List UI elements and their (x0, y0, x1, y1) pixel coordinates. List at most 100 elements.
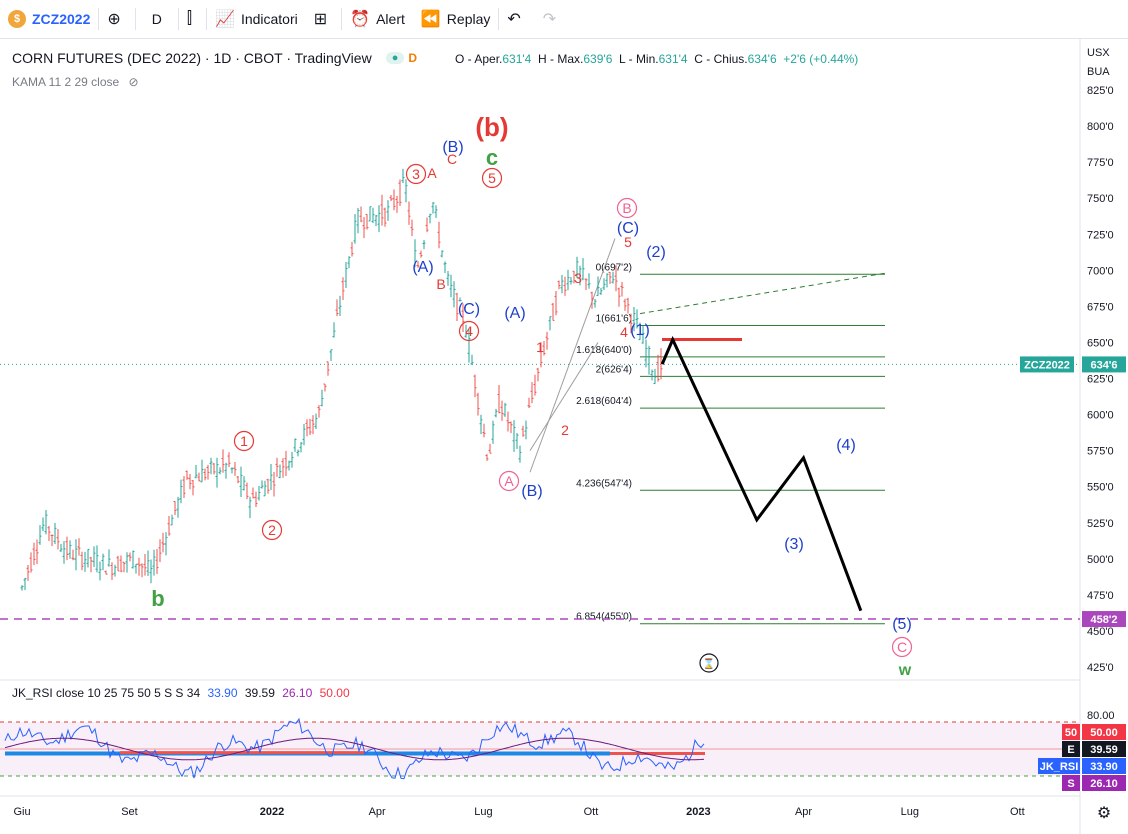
divider (98, 8, 100, 30)
chart-type-button[interactable]: ⫿ (179, 0, 206, 38)
projection-line (660, 335, 863, 612)
wave-circle-2-ring (261, 519, 283, 541)
wave-circle-B: B (622, 200, 631, 216)
price-tick-label: 775'0 (1087, 157, 1114, 169)
rsi-pane: 80.0020.00 (0, 710, 1115, 790)
close-label: C - Chius. (694, 52, 748, 66)
price-axis: 825'0 800'0 775'0 750'0 725'0 700'0 675'0 650'0… (1087, 85, 1114, 674)
hourglass-glyph: ⌛ (703, 657, 715, 670)
wave-label-w-green: w (898, 662, 912, 679)
trendline-dashed (639, 272, 886, 315)
price-tick-label: 575'0 (1087, 446, 1114, 458)
undo-button[interactable]: ↶ (499, 0, 534, 38)
rsi-tag-label-bg (1062, 724, 1080, 740)
divider (177, 8, 179, 30)
time-tick-label: Ott (1010, 806, 1025, 818)
fib-level-label: 2.618(604'4) (576, 396, 632, 407)
symbol-search[interactable]: $ ZCZ2022 (0, 0, 98, 38)
eye-off-icon[interactable]: ⊘ (128, 75, 139, 89)
rsi-value-4: 50.00 (319, 686, 350, 700)
price-tick-label: 550'0 (1087, 482, 1114, 494)
time-tick-label: Apr (795, 806, 812, 818)
fib-level-label: 4.236(547'4) (576, 478, 632, 489)
rsi-tag-value-bg (1082, 775, 1126, 791)
wave-circle-4: 4 (465, 323, 473, 339)
wave-circle-B-ring (616, 197, 638, 219)
time-tick-label: Apr (369, 806, 386, 818)
open-value: 631'4 (502, 52, 532, 66)
wave-circle-4-ring (458, 320, 480, 342)
wave-label-A-paren: (A) (412, 259, 433, 276)
candles-icon: ⫿ (186, 10, 193, 27)
wave-label-1: 1 (536, 339, 544, 355)
redo-button[interactable]: ↷ (535, 0, 570, 38)
time-tick-label: Giu (13, 806, 30, 818)
rsi-value-3: 26.10 (282, 686, 313, 700)
divider (134, 8, 136, 30)
rewind-icon: ⏪ (420, 11, 441, 28)
wave-label-5-paren: (5) (892, 616, 912, 633)
layouts-button[interactable]: ⊞ (306, 0, 341, 38)
compare-button[interactable]: ⊕ (99, 0, 134, 38)
undo-icon: ↶ (507, 11, 521, 28)
wave-circle-5: 5 (488, 170, 496, 186)
time-tick-label: Lug (901, 806, 919, 818)
high-value: 639'6 (583, 52, 613, 66)
level-price-tag: 458'2 (1090, 614, 1117, 626)
wave-circle-A: A (504, 473, 514, 489)
symbol-label: ZCZ2022 (32, 11, 91, 27)
top-toolbar: $ ZCZ2022 ⊕ D ⫿ 📈 Indicatori ⊞ ⏰ Alert ⏪… (0, 0, 1128, 39)
time-tick-label: 2023 (686, 806, 710, 818)
wave-label-B-paren-2: (B) (521, 483, 542, 500)
wave-label-C-paren: (C) (458, 301, 480, 318)
wave-circle-3: 3 (412, 166, 420, 182)
time-tick-label: Ott (584, 806, 599, 818)
wave-label-4-paren: (4) (836, 437, 856, 454)
price-tick-label: 525'0 (1087, 518, 1114, 530)
wave-label-C-paren-2: (C) (617, 220, 639, 237)
rsi-tag-label: E (1067, 744, 1074, 756)
price-tick-label: 725'0 (1087, 229, 1114, 241)
fib-level-label: 1.618(640'0) (576, 345, 632, 356)
channel-line (529, 342, 599, 451)
chart-legend: CORN FUTURES (DEC 2022) · 1D · CBOT · Tr… (12, 50, 417, 66)
indicators-button[interactable]: 📈 Indicatori (207, 0, 306, 38)
wave-label-3-paren: (3) (784, 536, 804, 553)
kama-label: KAMA 11 2 29 close (12, 75, 120, 89)
rsi-value-2: 39.59 (244, 686, 275, 700)
currency-label[interactable]: USX (1087, 47, 1110, 59)
price-tick-label: 425'0 (1087, 662, 1114, 674)
channel-line (529, 238, 616, 473)
wave-circle-1: 1 (240, 433, 248, 449)
rsi-tag-label: 50 (1065, 727, 1077, 739)
rsi-tag-value-bg (1082, 724, 1126, 740)
fib-extension: 0(697'2) 1(661'6) 1.618(640'0) 2(626'4) 2.61… (0, 238, 1080, 625)
divider (206, 8, 208, 30)
indicators-icon: 📈 (215, 11, 235, 28)
redo-icon: ↷ (542, 11, 557, 28)
settings-gear-icon: ⚙ (1097, 805, 1111, 822)
wave-label-2-paren: (2) (646, 244, 666, 261)
fib-level-label: 0(697'2) (596, 262, 632, 273)
price-tick-label: 675'0 (1087, 301, 1114, 313)
plus-circle-icon: ⊕ (107, 11, 121, 28)
divider (341, 8, 343, 30)
kama-legend[interactable]: KAMA 11 2 29 close ⊘ (12, 75, 139, 89)
hourglass-icon (699, 653, 719, 673)
wave-label-3: 3 (574, 270, 582, 286)
symbol-price-tag-bg (1020, 356, 1074, 373)
wave-circle-C-ring (891, 636, 913, 658)
rsi-tag-label: S (1067, 778, 1074, 790)
axis-tags: ZCZ2022 634'6 458'2 50 50.00 E 39.59 JK_RSI 33.9… (1020, 356, 1126, 822)
price-tick-label: 800'0 (1087, 121, 1114, 133)
unit-label[interactable]: BUA (1087, 66, 1110, 78)
wave-label-2: 2 (561, 422, 569, 438)
price-tick-label: 650'0 (1087, 337, 1114, 349)
replay-button[interactable]: ⏪ Replay (413, 0, 499, 38)
level-price-tag-bg (1082, 611, 1126, 628)
alert-button[interactable]: ⏰ Alert (342, 0, 413, 38)
interval-button[interactable]: D (136, 0, 178, 38)
wave-circle-5-ring (481, 167, 503, 189)
price-bars (20, 168, 663, 591)
